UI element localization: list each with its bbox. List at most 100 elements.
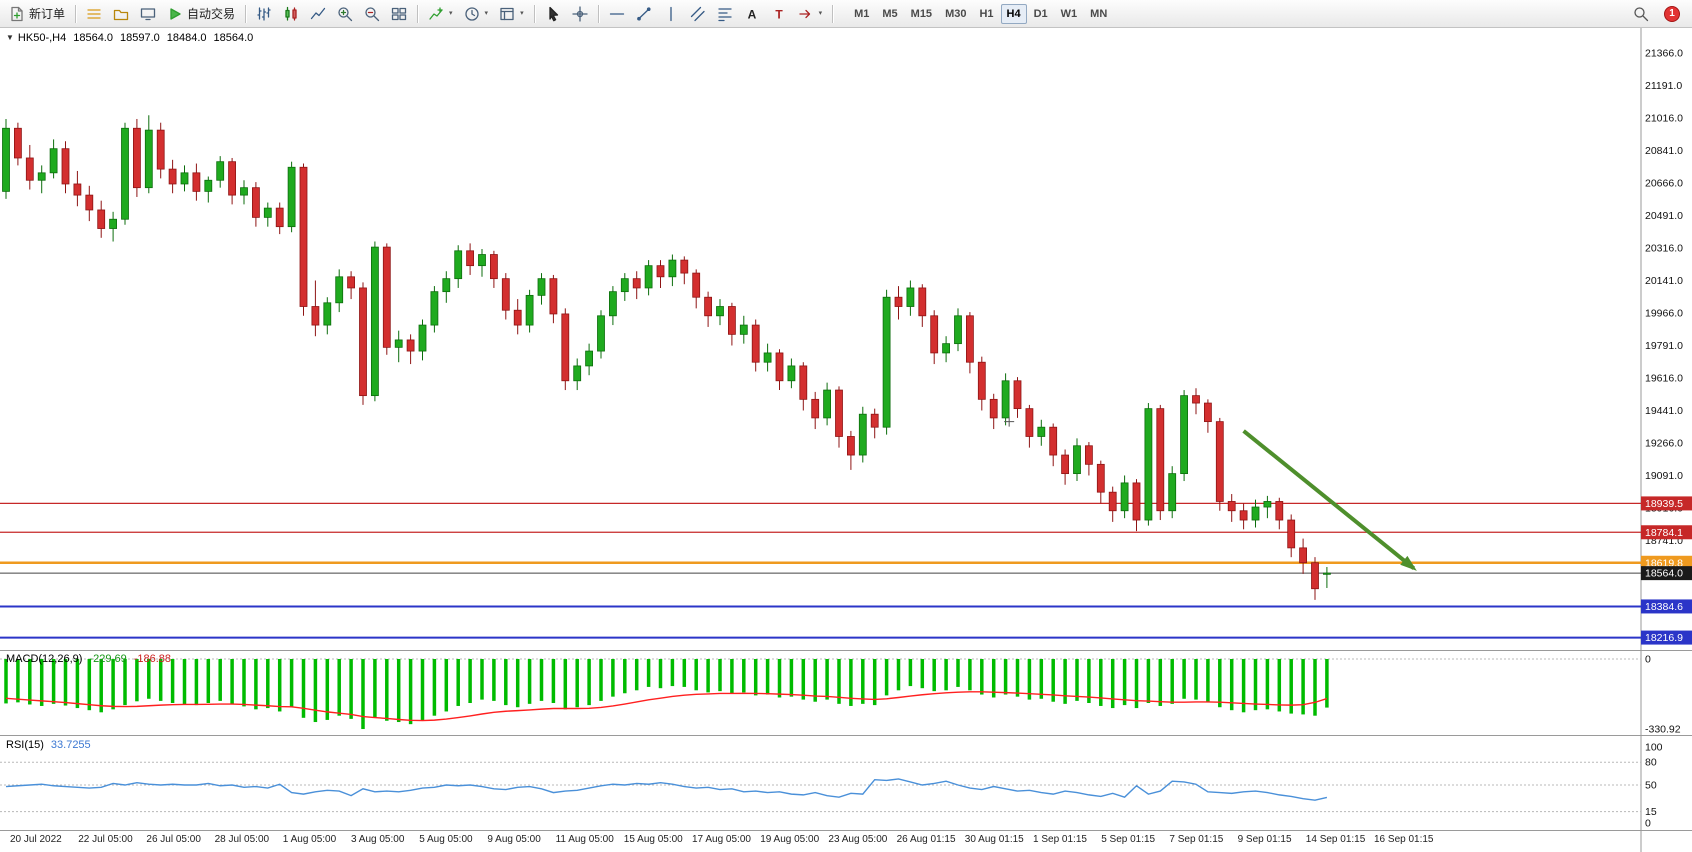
search-button[interactable] [1628, 2, 1654, 26]
macd-main-value: -229.69 [89, 653, 127, 665]
svg-text:17 Aug 05:00: 17 Aug 05:00 [692, 834, 751, 845]
svg-text:1 Aug 05:00: 1 Aug 05:00 [283, 834, 337, 845]
market-watch-button[interactable] [81, 2, 107, 26]
svg-text:19091.0: 19091.0 [1645, 470, 1683, 482]
vertical-line-button[interactable] [658, 2, 684, 26]
svg-text:T: T [775, 7, 783, 21]
timeframe-m15[interactable]: M15 [910, 7, 933, 20]
svg-text:0: 0 [1645, 818, 1651, 830]
svg-text:18784.1: 18784.1 [1645, 527, 1683, 539]
new-order-button[interactable]: 新订单 [4, 2, 70, 26]
template-icon [500, 7, 514, 20]
navigator-icon [113, 9, 129, 20]
symbol-ohlc-header: ▼ HK50-,H4 18564.0 18597.0 18484.0 18564.0 [6, 32, 253, 44]
vline-icon [669, 6, 672, 21]
candlestick-series [2, 115, 1331, 600]
svg-text:20316.0: 20316.0 [1645, 242, 1683, 254]
channel-icon [690, 6, 705, 21]
auto-trading-button[interactable]: 自动交易 [162, 2, 240, 26]
notification-badge[interactable]: 1 [1664, 5, 1680, 22]
toolbar-right-cluster: 1 [1628, 2, 1688, 26]
trendline-button[interactable] [631, 2, 657, 26]
dropdown-caret-icon: ▾ [449, 10, 453, 17]
svg-text:19616.0: 19616.0 [1645, 372, 1683, 384]
svg-text:26 Aug 01:15: 26 Aug 01:15 [897, 834, 956, 845]
indicators-button[interactable]: ▾ [423, 2, 458, 26]
timeframe-mn[interactable]: MN [1090, 7, 1108, 20]
new-order-button-label: 新订单 [29, 7, 66, 21]
collapse-arrow-icon[interactable]: ▼ [6, 33, 14, 42]
tile-windows-icon [391, 7, 407, 20]
tile-windows-button[interactable] [386, 2, 412, 26]
label-button[interactable]: T [766, 2, 792, 26]
svg-text:30 Aug 01:15: 30 Aug 01:15 [965, 834, 1024, 845]
crosshair-button[interactable] [567, 2, 593, 26]
navigator-button[interactable] [108, 2, 134, 26]
ohlc-open: 18564.0 [73, 32, 113, 44]
crosshair-icon [571, 5, 588, 22]
ohlc-close: 18564.0 [213, 32, 254, 44]
terminal-button[interactable] [135, 2, 161, 26]
timeframe-m30[interactable]: M30 [945, 7, 967, 20]
fibonacci-button[interactable] [712, 2, 738, 26]
text-icon: A [747, 7, 756, 21]
rsi-name: RSI(15) [6, 739, 44, 751]
horizontal-line-button[interactable] [604, 2, 630, 26]
svg-text:15: 15 [1645, 806, 1657, 818]
price-axis[interactable]: 21366.0 21191.0 21016.0 20841.0 20666.0 20491… [1645, 47, 1683, 546]
channel-button[interactable] [685, 2, 711, 26]
cursor-button[interactable] [540, 2, 566, 26]
svg-text:26 Jul 05:00: 26 Jul 05:00 [146, 834, 201, 845]
periods-button[interactable]: ▾ [459, 2, 494, 26]
market-watch-icon [87, 8, 101, 19]
symbol-title: HK50-,H4 [17, 32, 67, 44]
arrows-button[interactable]: ▾ [793, 2, 828, 26]
svg-text:19791.0: 19791.0 [1645, 340, 1683, 352]
rsi-panel: 100 80 50 150 [0, 742, 1663, 830]
line-chart-button[interactable] [305, 2, 331, 26]
macd-signal-value: -186.88 [133, 653, 172, 665]
timeframe-w1[interactable]: W1 [1060, 7, 1078, 20]
timeframe-m1[interactable]: M1 [854, 7, 870, 20]
time-axis[interactable]: 20 Jul 2022 22 Jul 05:00 26 Jul 05:00 28 Ju… [10, 834, 1434, 845]
bar-chart-button[interactable] [251, 2, 277, 26]
svg-text:18384.6: 18384.6 [1645, 601, 1683, 613]
auto-trading-icon [170, 7, 181, 20]
clock-icon [464, 6, 479, 21]
zoom-in-button[interactable] [332, 2, 358, 26]
svg-text:80: 80 [1645, 757, 1657, 769]
timeframe-h1[interactable]: H1 [979, 7, 994, 20]
text-button[interactable]: A [739, 2, 765, 26]
svg-text:0: 0 [1645, 654, 1651, 666]
timeframe-d1[interactable]: D1 [1033, 7, 1048, 20]
svg-text:19966.0: 19966.0 [1645, 307, 1683, 319]
horizontal-level-lines[interactable] [0, 502, 1641, 639]
svg-text:7 Sep 01:15: 7 Sep 01:15 [1169, 834, 1223, 845]
candlestick-chart-button[interactable] [278, 2, 304, 26]
svg-text:100: 100 [1645, 742, 1663, 754]
svg-text:22 Jul 05:00: 22 Jul 05:00 [78, 834, 133, 845]
new-order-icon [11, 6, 23, 21]
svg-text:28 Jul 05:00: 28 Jul 05:00 [215, 834, 270, 845]
trend-arrow-annotation[interactable] [1242, 429, 1417, 571]
crosshair-marker [1004, 416, 1015, 427]
svg-text:18564.0: 18564.0 [1645, 568, 1683, 580]
label-icon: T [775, 7, 783, 21]
ohlc-high: 18597.0 [119, 32, 160, 44]
svg-text:20841.0: 20841.0 [1645, 145, 1683, 157]
dropdown-caret-icon: ▾ [520, 10, 524, 17]
svg-text:18939.5: 18939.5 [1645, 498, 1683, 510]
dropdown-caret-icon: ▾ [484, 10, 489, 17]
zoom-out-button[interactable] [359, 2, 385, 26]
candlestick-icon [285, 6, 297, 21]
arrow-icon [798, 9, 810, 18]
timeframe-m5[interactable]: M5 [882, 7, 898, 20]
svg-text:20 Jul 2022: 20 Jul 2022 [10, 834, 62, 845]
terminal-icon [140, 7, 156, 20]
macd-panel: 0 -330.92 [0, 654, 1681, 736]
svg-text:-330.92: -330.92 [1645, 724, 1681, 736]
indicators-icon [429, 6, 443, 20]
timeframe-h4[interactable]: H4 [1000, 3, 1027, 24]
templates-button[interactable]: ▾ [494, 2, 529, 26]
